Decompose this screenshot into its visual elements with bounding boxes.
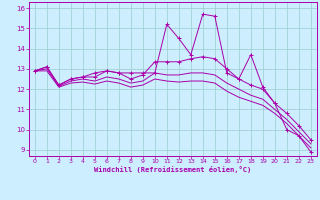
X-axis label: Windchill (Refroidissement éolien,°C): Windchill (Refroidissement éolien,°C) xyxy=(94,166,252,173)
